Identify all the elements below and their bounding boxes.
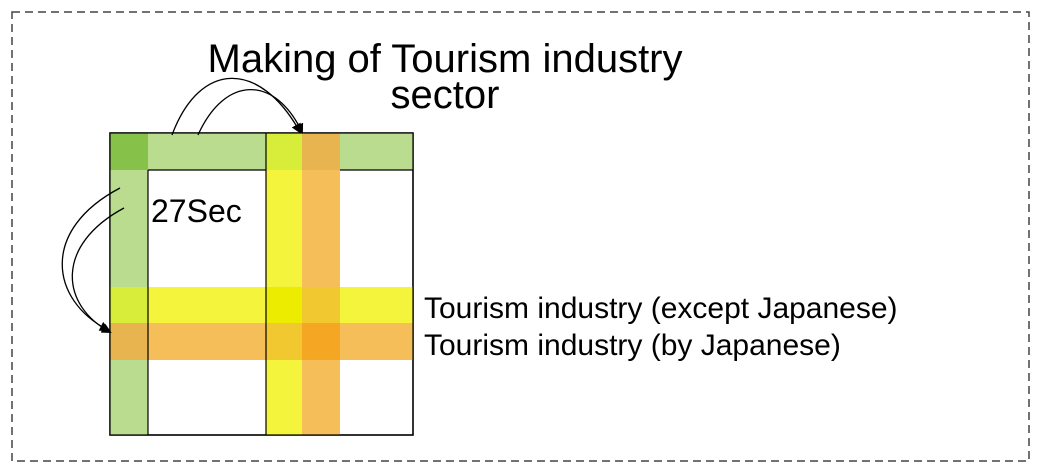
matrix-lines — [109, 132, 414, 436]
matrix-outline — [109, 132, 414, 436]
row-label: Tourism industry (by Japanese) — [424, 329, 841, 362]
block-label: 27Sec — [151, 193, 242, 229]
intersection — [266, 323, 302, 360]
green-column — [110, 133, 148, 435]
arrows — [61, 77, 304, 333]
row-label: Tourism industry (except Japanese) — [424, 292, 898, 325]
intersection — [110, 323, 148, 360]
frame — [11, 11, 1030, 462]
yellow-row — [110, 287, 413, 323]
yellow-column — [266, 133, 302, 435]
green-row — [110, 133, 413, 170]
title-line: sector — [391, 73, 500, 117]
intersection — [302, 133, 340, 170]
intersection — [266, 133, 302, 170]
intersection — [266, 287, 302, 323]
intersection — [302, 323, 340, 360]
green-intersection — [110, 133, 148, 170]
orange-column — [302, 133, 340, 435]
intersection — [302, 287, 340, 323]
intersection — [110, 287, 148, 323]
title-line: Making of Tourism industry — [208, 37, 683, 81]
orange-row — [110, 323, 413, 360]
